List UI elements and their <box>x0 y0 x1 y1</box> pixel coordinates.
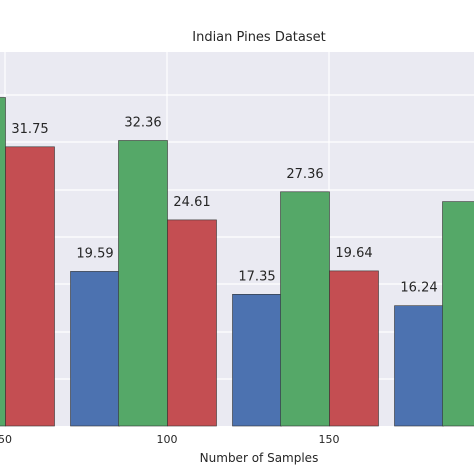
data-label: 31.75 <box>11 122 48 137</box>
data-label: 16.24 <box>400 281 437 296</box>
bar-series-3-cat-150 <box>329 270 379 427</box>
data-label: 17.35 <box>238 269 275 284</box>
bar-series-1-cat-100 <box>70 271 120 427</box>
data-label: 19.64 <box>335 246 372 261</box>
bar-series-1-cat-200 <box>394 305 444 427</box>
x-axis-label: Number of Samples <box>200 451 319 465</box>
bar-series-2-cat-50 <box>0 97 6 427</box>
data-label: 19.59 <box>76 246 113 261</box>
data-label: 24.61 <box>173 195 210 210</box>
chart-title: Indian Pines Dataset <box>192 30 326 45</box>
data-label: 32.36 <box>124 116 161 131</box>
x-tick-labels: 50 100 150 <box>0 433 340 446</box>
bar-series-2-cat-100 <box>118 140 168 427</box>
bars <box>0 97 474 427</box>
x-tick-label: 100 <box>157 433 178 446</box>
bar-series-3-cat-100 <box>167 219 217 427</box>
data-labels: 19.5917.3516.246.5632.3627.3631.7524.611… <box>11 116 437 296</box>
bar-series-3-cat-50 <box>5 146 55 427</box>
data-label: 27.36 <box>286 167 323 182</box>
bar-series-1-cat-150 <box>232 293 282 427</box>
x-tick-label: 50 <box>0 433 12 446</box>
bar-series-2-cat-150 <box>280 191 330 427</box>
bar-series-2-cat-200 <box>442 201 474 427</box>
x-tick-label: 150 <box>319 433 340 446</box>
